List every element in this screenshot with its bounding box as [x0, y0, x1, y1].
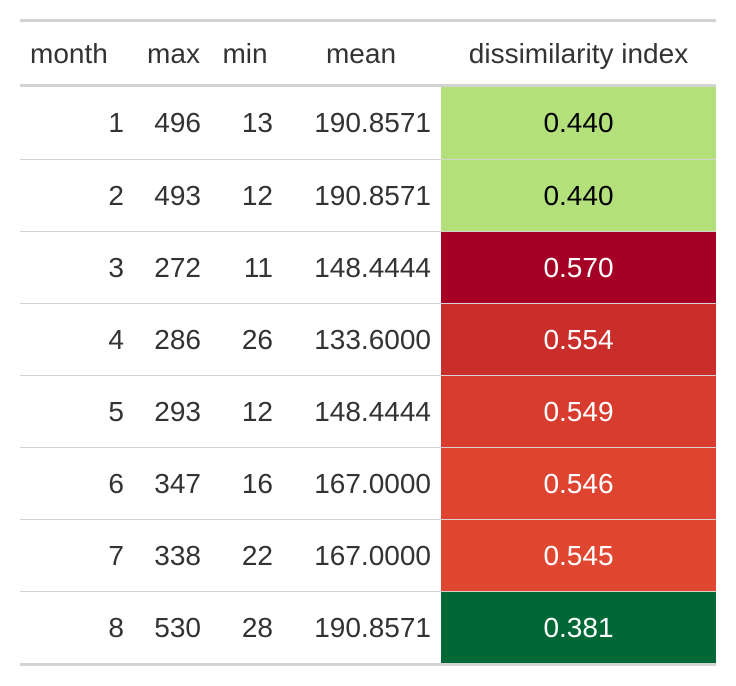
table-row: 2 493 12 190.8571 0.440	[20, 159, 716, 231]
cell-mean: 167.0000	[314, 539, 431, 571]
cell-min: 11	[243, 251, 273, 283]
cell-dissimilarity-index: 0.570	[441, 232, 716, 303]
table-header: month max min mean dissimilarity index	[20, 22, 716, 87]
header-max: max	[147, 38, 200, 69]
table-body: 1 496 13 190.8571 0.440 2 493 12 190.8571 0.440 3 2…	[20, 87, 716, 663]
header-mean: mean	[325, 38, 397, 69]
cell-max: 272	[154, 251, 201, 283]
cell-max: 496	[154, 107, 201, 138]
cell-month: 1	[108, 107, 124, 138]
table-row: 6 347 16 167.0000 0.546	[20, 447, 716, 519]
cell-min: 12	[241, 395, 273, 427]
cell-month: 7	[108, 539, 124, 571]
cell-mean: 190.8571	[314, 611, 431, 643]
header-min: min	[222, 38, 268, 69]
cell-month: 8	[108, 611, 124, 643]
table-row: 5 293 12 148.4444 0.549	[20, 375, 716, 447]
data-table: month max min mean dissimilarity index 1…	[20, 19, 716, 666]
table-row: 8 530 28 190.8571 0.381	[20, 591, 716, 663]
header-dissimilarity-index: dissimilarity index	[468, 38, 689, 69]
cell-min: 26	[241, 323, 273, 355]
cell-min: 16	[241, 467, 273, 499]
table-row: 3 272 11 148.4444 0.570	[20, 231, 716, 303]
cell-mean: 190.8571	[314, 107, 431, 138]
cell-max: 493	[154, 179, 201, 211]
cell-month: 5	[108, 395, 124, 427]
table-row: 1 496 13 190.8571 0.440	[20, 87, 716, 159]
cell-max: 293	[154, 395, 201, 427]
cell-dissimilarity-index: 0.549	[441, 376, 716, 447]
cell-dissimilarity-index: 0.546	[441, 448, 716, 519]
cell-mean: 148.4444	[314, 395, 431, 427]
table-row: 4 286 26 133.6000 0.554	[20, 303, 716, 375]
cell-month: 4	[108, 323, 124, 355]
cell-min: 28	[241, 611, 273, 643]
cell-dissimilarity-index: 0.554	[441, 304, 716, 375]
cell-dissimilarity-index: 0.381	[441, 592, 716, 663]
cell-month: 6	[108, 467, 124, 499]
cell-max: 286	[154, 323, 201, 355]
table-row: 7 338 22 167.0000 0.545	[20, 519, 716, 591]
cell-min: 12	[241, 179, 273, 211]
cell-mean: 148.4444	[314, 251, 431, 283]
cell-dissimilarity-index: 0.545	[441, 520, 716, 591]
cell-dissimilarity-index: 0.440	[441, 87, 716, 159]
cell-max: 347	[154, 467, 201, 499]
cell-mean: 167.0000	[314, 467, 431, 499]
cell-min: 13	[241, 107, 273, 138]
cell-mean: 133.6000	[314, 323, 431, 355]
cell-mean: 190.8571	[314, 179, 431, 211]
header-month: month	[30, 38, 108, 69]
cell-month: 2	[108, 179, 124, 211]
cell-min: 22	[241, 539, 273, 571]
cell-max: 338	[154, 539, 201, 571]
cell-dissimilarity-index: 0.440	[441, 160, 716, 231]
cell-month: 3	[108, 251, 124, 283]
cell-max: 530	[154, 611, 201, 643]
